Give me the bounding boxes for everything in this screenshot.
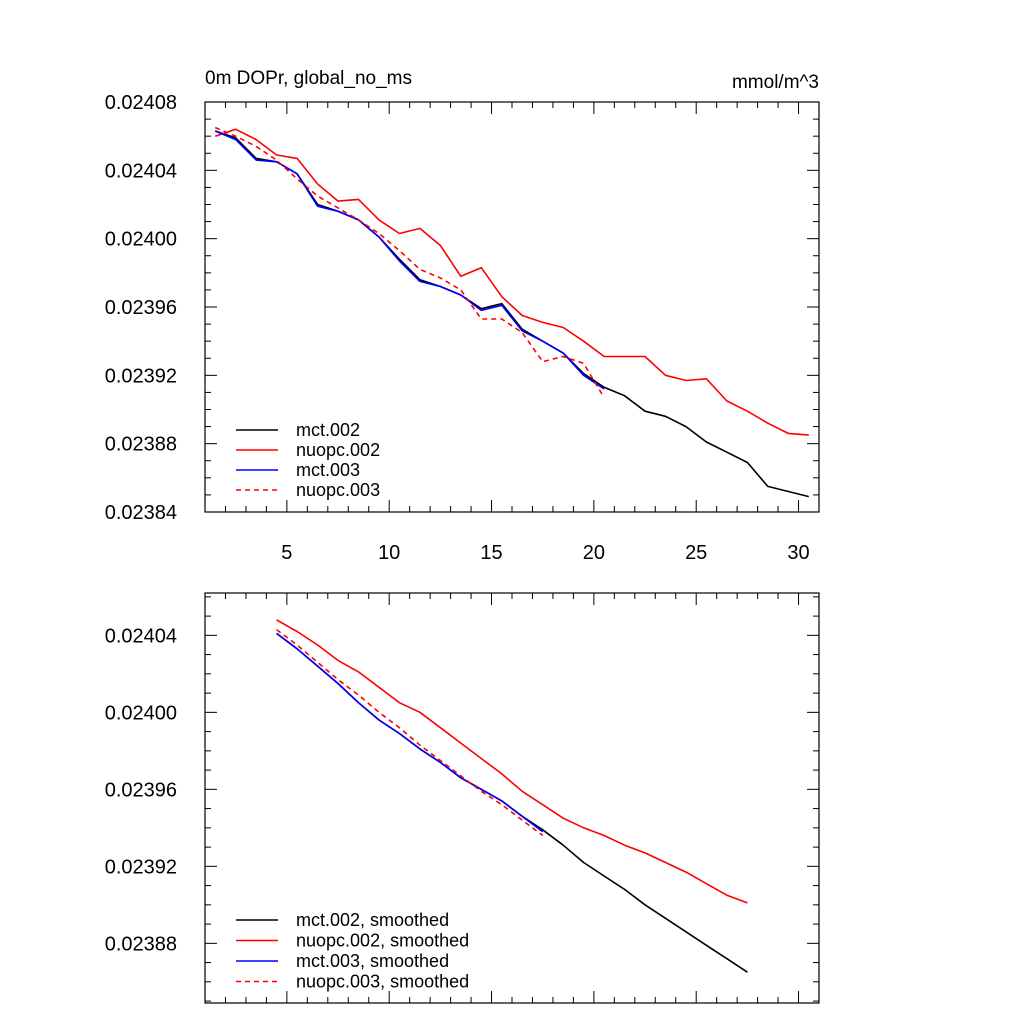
y-tick-label: 0.02396 [105,297,177,319]
x-tick-label: 10 [378,542,400,564]
axis-ticks [204,593,820,1003]
y-tick-label: 0.02408 [105,92,177,114]
legend-label: mct.002, smoothed [296,910,449,930]
y-tick-label: 0.02404 [105,160,177,182]
y-tick-label: 0.02388 [105,434,177,456]
y-tick-label: 0.02388 [105,933,177,955]
series-line-nuopc-002-smoothed [276,619,748,904]
legend-label: mct.003 [296,460,360,480]
y-tick-label: 0.02392 [105,856,177,878]
y-tick-label: 0.02400 [105,702,177,724]
legend-label: nuopc.003 [296,480,380,500]
series-line-mct-003-smoothed [276,632,544,833]
x-tick-label: 5 [281,542,292,564]
y-tick-label: 0.02404 [105,625,177,647]
series-line-nuopc-002 [214,128,809,436]
series-group [276,619,748,973]
axis-ticks [204,101,820,513]
chart-title: 0m DOPr, global_no_ms [205,68,412,89]
series-line-nuopc-003 [214,126,605,398]
chart-panel-2: 0.02388 0.02392 0.02396 0.02400 0.02404 mct.0… [105,592,820,1004]
x-tick-label: 20 [583,542,605,564]
x-tick-label: 15 [480,542,502,564]
series-line-nuopc-003-smoothed [276,628,544,837]
legend-label: nuopc.003, smoothed [296,972,469,992]
x-tick-label: 30 [787,542,809,564]
y-tick-label: 0.02392 [105,365,177,387]
x-tick-label: 25 [685,542,707,564]
units-label: mmol/m^3 [732,72,819,93]
series-group [214,126,809,498]
legend-label: nuopc.002 [296,440,380,460]
legend-label: mct.003, smoothed [296,951,449,971]
legend-label: nuopc.002, smoothed [296,931,469,951]
legend-label: mct.002 [296,420,360,440]
chart-panel-1: 0.02384 0.02388 0.02392 0.02396 0.02400 0.024… [105,68,820,564]
y-tick-label: 0.02396 [105,779,177,801]
y-tick-label: 0.02400 [105,229,177,251]
y-tick-label: 0.02384 [105,502,177,524]
